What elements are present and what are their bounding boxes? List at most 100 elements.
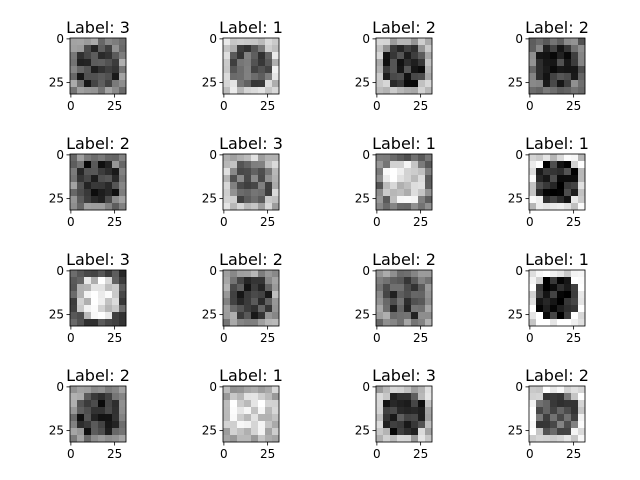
image-block	[404, 298, 411, 305]
image-block	[244, 168, 251, 175]
image-block	[397, 196, 404, 203]
image-block	[376, 435, 383, 442]
image-block	[105, 38, 112, 45]
image-block	[397, 400, 404, 407]
image-block	[84, 319, 91, 326]
panel-image	[223, 38, 279, 94]
image-block	[529, 414, 536, 421]
image-block	[564, 168, 571, 175]
image-block	[244, 87, 251, 94]
image-block	[223, 189, 230, 196]
image-block	[557, 421, 564, 428]
image-block	[571, 386, 578, 393]
image-block	[265, 421, 272, 428]
image-block	[425, 277, 432, 284]
x-tick-label: 0	[526, 447, 534, 461]
image-block	[564, 393, 571, 400]
image-block	[529, 393, 536, 400]
y-tick-label: 0	[362, 32, 370, 46]
image-block	[230, 73, 237, 80]
image-block	[383, 305, 390, 312]
image-block	[536, 87, 543, 94]
image-block	[390, 87, 397, 94]
image-block	[564, 66, 571, 73]
image-block	[571, 400, 578, 407]
image-block	[571, 189, 578, 196]
image-block	[112, 400, 119, 407]
image-block	[244, 38, 251, 45]
image-block	[404, 182, 411, 189]
image-block	[70, 73, 77, 80]
image-block	[543, 319, 550, 326]
image-block	[251, 154, 258, 161]
image-block	[425, 319, 432, 326]
image-block	[418, 407, 425, 414]
y-tick-label: 0	[362, 380, 370, 394]
image-block	[251, 52, 258, 59]
image-block	[223, 66, 230, 73]
image-block	[265, 52, 272, 59]
image-block	[119, 400, 126, 407]
image-block	[251, 393, 258, 400]
image-block	[557, 407, 564, 414]
image-block	[578, 196, 585, 203]
image-block	[390, 319, 397, 326]
image-block	[578, 80, 585, 87]
image-block	[390, 182, 397, 189]
image-block	[223, 182, 230, 189]
image-block	[237, 435, 244, 442]
image-block	[571, 52, 578, 59]
image-block	[557, 277, 564, 284]
image-block	[98, 161, 105, 168]
image-block	[557, 400, 564, 407]
image-block	[529, 45, 536, 52]
image-block	[571, 270, 578, 277]
image-block	[536, 435, 543, 442]
image-block	[564, 59, 571, 66]
image-block	[98, 393, 105, 400]
image-block	[223, 407, 230, 414]
image-block	[390, 386, 397, 393]
image-block	[119, 182, 126, 189]
image-block	[119, 66, 126, 73]
image-block	[376, 161, 383, 168]
image-block	[404, 73, 411, 80]
image-block	[223, 312, 230, 319]
image-block	[418, 175, 425, 182]
image-block	[70, 291, 77, 298]
image-block	[411, 80, 418, 87]
panel-12: Label: 2002525	[49, 366, 130, 461]
image-block	[425, 421, 432, 428]
image-block	[376, 386, 383, 393]
image-block	[376, 407, 383, 414]
image-block	[418, 393, 425, 400]
panel-image	[223, 154, 279, 210]
image-block	[557, 305, 564, 312]
image-block	[77, 284, 84, 291]
image-block	[543, 87, 550, 94]
image-block	[543, 168, 550, 175]
image-block	[258, 45, 265, 52]
image-block	[425, 87, 432, 94]
image-block	[390, 45, 397, 52]
image-block	[91, 270, 98, 277]
image-block	[98, 421, 105, 428]
image-block	[244, 270, 251, 277]
image-block	[550, 161, 557, 168]
image-block	[397, 66, 404, 73]
image-block	[550, 189, 557, 196]
image-block	[84, 59, 91, 66]
image-block	[70, 319, 77, 326]
image-block	[557, 154, 564, 161]
image-block	[383, 38, 390, 45]
image-block	[91, 298, 98, 305]
image-block	[70, 277, 77, 284]
image-block	[557, 270, 564, 277]
image-block	[251, 291, 258, 298]
image-block	[70, 393, 77, 400]
image-block	[251, 277, 258, 284]
image-block	[376, 38, 383, 45]
image-block	[550, 393, 557, 400]
y-tick-label: 25	[202, 308, 217, 322]
panel-5: Label: 3002525	[202, 134, 283, 229]
